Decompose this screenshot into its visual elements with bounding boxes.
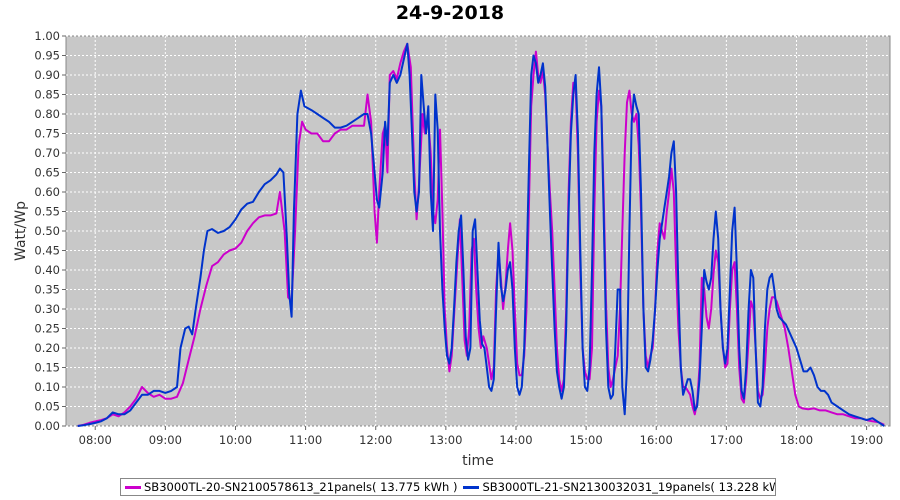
y-tick-label: 0.20	[34, 341, 60, 355]
x-tick-label: 10:00	[219, 433, 252, 447]
chart-title: 24-9-2018	[395, 2, 505, 24]
y-tick-label: 0.45	[34, 244, 60, 258]
y-tick-label: 0.90	[34, 68, 60, 82]
y-tick-label: 0.80	[34, 107, 60, 121]
y-tick-label: 0.25	[34, 322, 60, 336]
y-tick-label: 0.30	[34, 302, 60, 316]
legend-label: SB3000TL-20-SN2100578613_21panels( 13.77…	[144, 480, 458, 494]
legend-swatch	[463, 485, 480, 489]
series-line-2	[77, 42, 885, 427]
legend-label: SB3000TL-21-SN2130032031_19panels( 13.22…	[482, 480, 776, 494]
legend-item-series-1: SB3000TL-20-SN2100578613_21panels( 13.77…	[125, 480, 457, 494]
y-tick-label: 0.15	[34, 361, 60, 375]
x-tick-label: 09:00	[149, 433, 182, 447]
y-tick-label: 0.50	[34, 224, 60, 238]
y-tick-label: 0.35	[34, 283, 60, 297]
x-tick-label: 11:00	[289, 433, 322, 447]
x-tick-label: 13:00	[429, 433, 462, 447]
x-tick-label: 08:00	[79, 433, 112, 447]
x-tick-label: 17:00	[710, 433, 743, 447]
x-axis-label: time	[462, 453, 494, 469]
y-tick-label: 0.70	[34, 146, 60, 160]
y-tick-label: 0.55	[34, 205, 60, 219]
y-tick-label: 0.85	[34, 88, 60, 102]
legend-item-series-2: SB3000TL-21-SN2130032031_19panels( 13.22…	[463, 480, 776, 494]
y-tick-label: 0.10	[34, 380, 60, 394]
x-tick-label: 14:00	[499, 433, 532, 447]
legend-swatch	[125, 485, 141, 489]
x-axis-ticks: 08:00 09:00 10:00 11:00 12:00 13:00 14:00 15:00…	[79, 426, 883, 447]
y-axis-ticks: 0.00 0.05 0.10 0.15 0.20 0.25 0.30 0.35 0.40 0.45…	[34, 29, 66, 433]
x-tick-label: 12:00	[359, 433, 392, 447]
chart-legend: SB3000TL-20-SN2100578613_21panels( 13.77…	[120, 478, 776, 496]
y-tick-label: 1.00	[34, 29, 60, 43]
x-tick-label: 16:00	[640, 433, 673, 447]
x-tick-label: 15:00	[570, 433, 603, 447]
y-axis-label: Watt/Wp	[13, 201, 29, 261]
y-tick-label: 0.60	[34, 185, 60, 199]
x-tick-label: 19:00	[850, 433, 883, 447]
y-tick-label: 0.75	[34, 127, 60, 141]
y-tick-label: 0.40	[34, 263, 60, 277]
y-tick-label: 0.00	[34, 419, 60, 433]
y-tick-label: 0.65	[34, 166, 60, 180]
y-tick-label: 0.05	[34, 400, 60, 414]
x-tick-label: 18:00	[780, 433, 813, 447]
series-lines	[77, 42, 885, 427]
y-tick-label: 0.95	[34, 49, 60, 63]
